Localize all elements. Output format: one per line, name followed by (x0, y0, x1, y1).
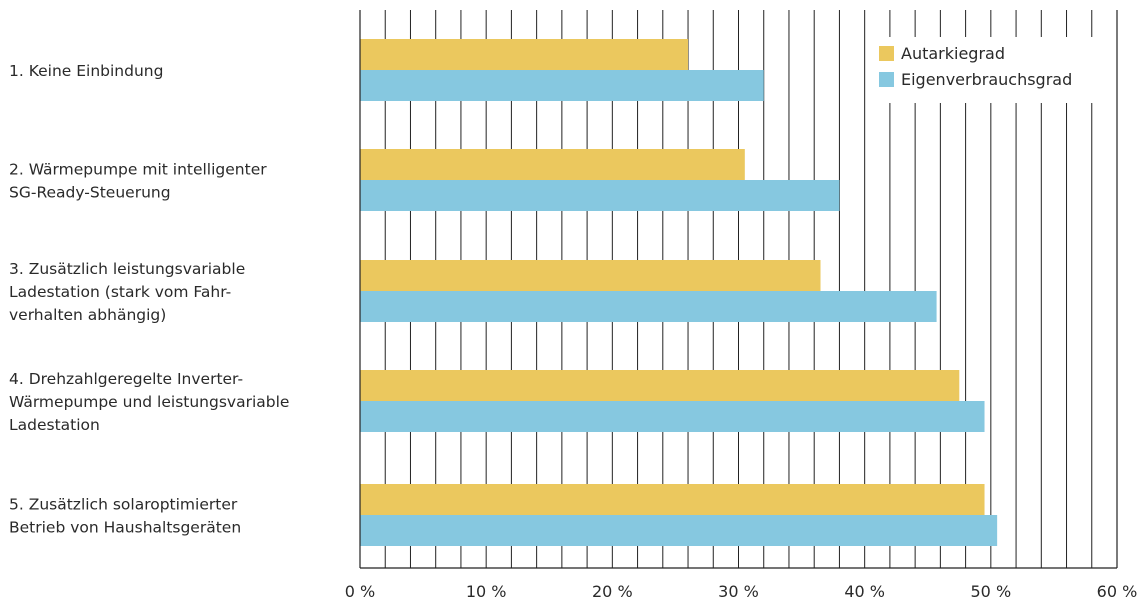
category-label-line: SG-Ready-Steuerung (9, 184, 171, 202)
category-label-line: Ladestation (stark vom Fahr- (9, 283, 231, 301)
category-label: 5. Zusätzlich solaroptimierter Betrieb vo… (9, 496, 241, 537)
x-tick-label: 0 % (345, 582, 375, 600)
category-label-line: 5. Zusätzlich solaroptimierter (9, 496, 238, 514)
x-tick-label: 60 % (1097, 582, 1138, 600)
category-label-line: 1. Keine Einbindung (9, 62, 163, 80)
legend: Autarkiegrad Eigenverbrauchsgrad (873, 37, 1105, 103)
x-tick-label: 30 % (718, 582, 759, 600)
x-tick-label: 10 % (466, 582, 507, 600)
category-labels: 1. Keine Einbindung 2. Wärmepumpe mit int… (9, 62, 289, 537)
legend-box (873, 37, 1105, 103)
bar-2-eigenverbrauchsgrad (360, 180, 840, 211)
category-label-line: Wärmepumpe und leistungsvariable (9, 393, 289, 411)
x-tick-label: 20 % (592, 582, 633, 600)
category-label: 2. Wärmepumpe mit intelligenter SG-Ready-… (9, 161, 267, 202)
category-label-line: Ladestation (9, 416, 100, 434)
legend-swatch (879, 72, 894, 87)
category-label-line: verhalten abhängig) (9, 306, 166, 324)
axes (359, 10, 1118, 569)
category-label-line: 2. Wärmepumpe mit intelligenter (9, 161, 267, 179)
x-tick-label: 40 % (844, 582, 885, 600)
x-tick-label: 50 % (971, 582, 1012, 600)
bar-4-autarkiegrad (360, 370, 960, 401)
category-label-line: Betrieb von Haushaltsgeräten (9, 519, 241, 537)
category-label-line: 3. Zusätzlich leistungsvariable (9, 260, 245, 278)
bar-2-autarkiegrad (360, 149, 745, 180)
legend-label: Eigenverbrauchsgrad (901, 70, 1072, 89)
category-label: 3. Zusätzlich leistungsvariable Ladestati… (9, 260, 245, 324)
bar-3-eigenverbrauchsgrad (360, 291, 937, 322)
bar-1-eigenverbrauchsgrad (360, 70, 764, 101)
x-tick-labels: 0 % 10 % 20 % 30 % 40 % 50 % 60 % (345, 582, 1138, 601)
bars (360, 39, 998, 546)
category-label-line: 4. Drehzahlgeregelte Inverter- (9, 370, 243, 388)
legend-swatch (879, 46, 894, 61)
bar-3-autarkiegrad (360, 260, 821, 291)
bar-4-eigenverbrauchsgrad (360, 401, 985, 432)
bar-5-autarkiegrad (360, 484, 985, 515)
category-label: 4. Drehzahlgeregelte Inverter- Wärmepumpe… (9, 370, 289, 434)
bar-5-eigenverbrauchsgrad (360, 515, 998, 546)
legend-label: Autarkiegrad (901, 44, 1005, 63)
category-label: 1. Keine Einbindung (9, 62, 163, 80)
bar-1-autarkiegrad (360, 39, 689, 70)
